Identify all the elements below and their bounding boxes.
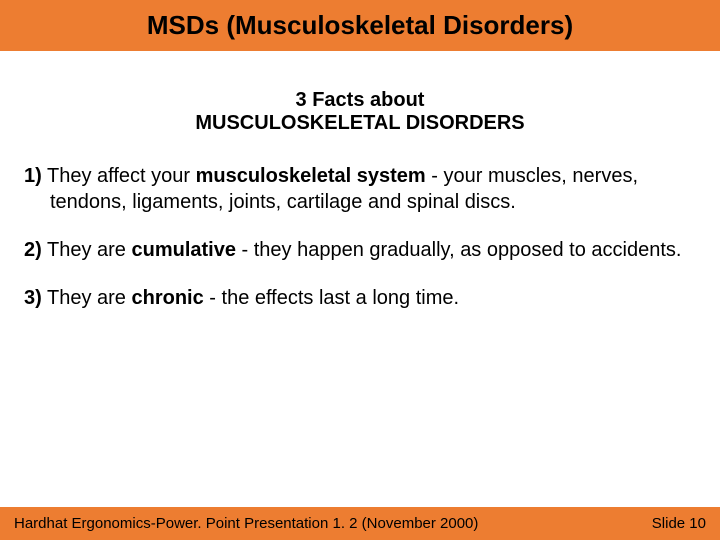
fact-1-pre: They affect your [42,165,196,187]
fact-3-post: - the effects last a long time. [204,287,459,309]
fact-1: 1) They affect your musculoskeletal syst… [24,163,696,215]
footer-left: Hardhat Ergonomics-Power. Point Presenta… [14,515,478,532]
footer-right: Slide 10 [652,515,706,532]
fact-1-bold: musculoskeletal system [196,165,426,187]
fact-3-number: 3) [24,287,42,309]
slide-title: MSDs (Musculoskeletal Disorders) [0,10,720,41]
fact-2-number: 2) [24,239,42,261]
fact-3-pre: They are [42,287,132,309]
fact-1-number: 1) [24,165,42,187]
fact-3: 3) They are chronic - the effects last a… [24,285,696,311]
facts-list: 1) They affect your musculoskeletal syst… [0,163,720,311]
subtitle-line-1: 3 Facts about [0,89,720,112]
title-bar: MSDs (Musculoskeletal Disorders) [0,0,720,51]
subtitle-line-2: MUSCULOSKELETAL DISORDERS [0,112,720,135]
fact-2-pre: They are [42,239,132,261]
footer-bar: Hardhat Ergonomics-Power. Point Presenta… [0,507,720,540]
fact-2-post: - they happen gradually, as opposed to a… [236,239,681,261]
fact-3-bold: chronic [131,287,203,309]
fact-2: 2) They are cumulative - they happen gra… [24,237,696,263]
subtitle: 3 Facts about MUSCULOSKELETAL DISORDERS [0,89,720,135]
fact-2-bold: cumulative [131,239,235,261]
